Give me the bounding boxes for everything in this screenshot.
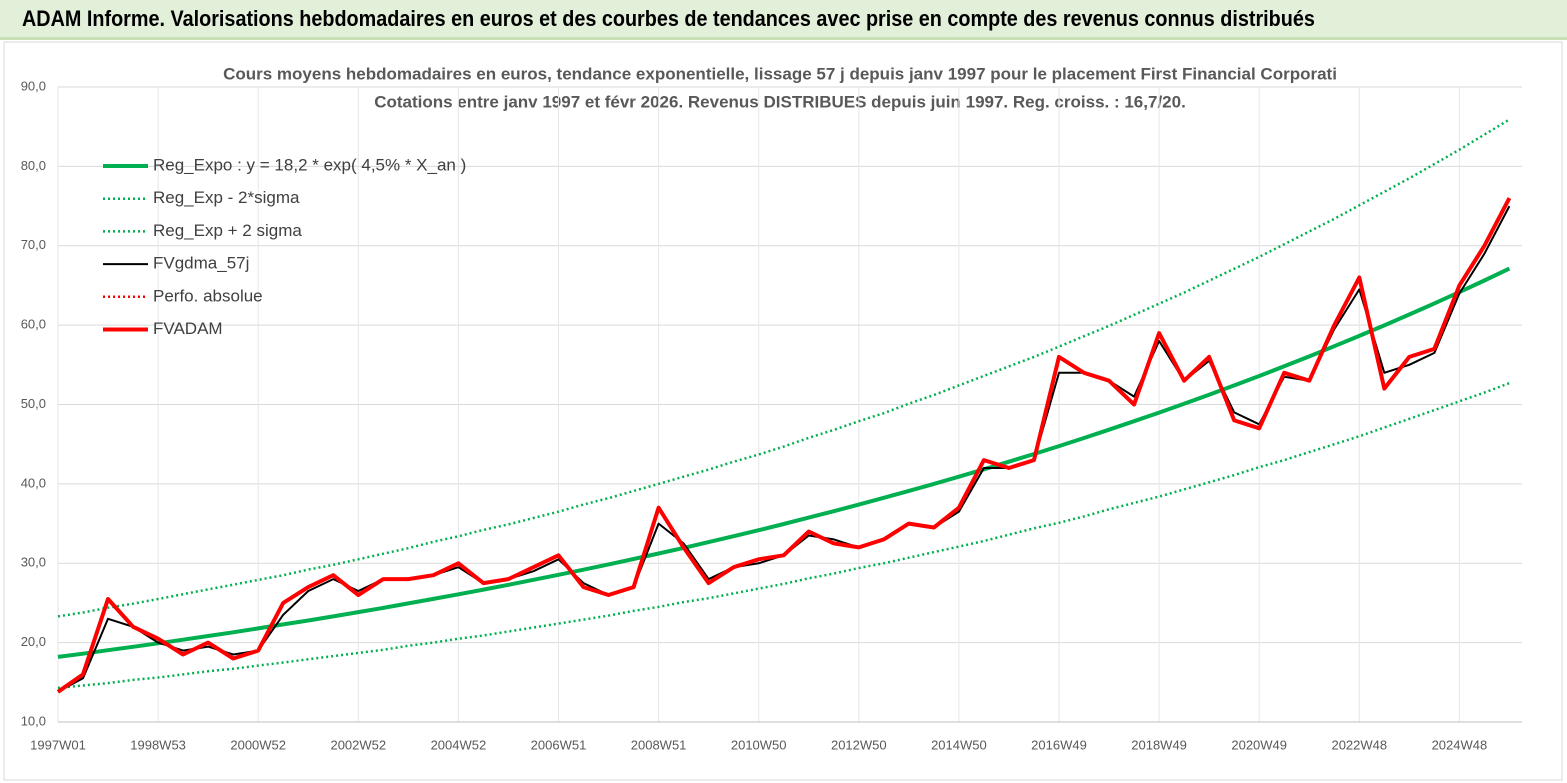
chart-subtitle: Cotations entre janv 1997 et févr 2026. … bbox=[374, 92, 1186, 111]
x-tick-label: 2024W48 bbox=[1432, 737, 1488, 752]
legend-label: FVADAM bbox=[153, 319, 223, 338]
x-tick-label: 2006W51 bbox=[531, 737, 587, 752]
x-tick-label: 1997W01 bbox=[30, 737, 86, 752]
y-tick-label: 30,0 bbox=[21, 555, 46, 570]
x-tick-label: 2022W48 bbox=[1331, 737, 1387, 752]
y-tick-label: 80,0 bbox=[21, 158, 46, 173]
chart-title: Cours moyens hebdomadaires en euros, ten… bbox=[223, 64, 1337, 83]
y-tick-label: 10,0 bbox=[21, 713, 46, 728]
legend-label: FVgdma_57j bbox=[153, 254, 249, 273]
legend-label: Reg_Expo : y = 18,2 * exp( 4,5% * X_an ) bbox=[153, 155, 466, 174]
header: ADAM Informe. Valorisations hebdomadaire… bbox=[0, 0, 1567, 40]
legend-label: Reg_Exp - 2*sigma bbox=[153, 188, 300, 207]
x-tick-label: 1998W53 bbox=[130, 737, 186, 752]
x-tick-label: 2000W52 bbox=[230, 737, 286, 752]
x-tick-label: 2018W49 bbox=[1131, 737, 1187, 752]
y-tick-label: 70,0 bbox=[21, 237, 46, 252]
chart: Cours moyens hebdomadaires en euros, ten… bbox=[3, 41, 1563, 781]
header-title: ADAM Informe. Valorisations hebdomadaire… bbox=[22, 6, 1315, 31]
x-tick-label: 2008W51 bbox=[631, 737, 687, 752]
x-tick-label: 2010W50 bbox=[731, 737, 787, 752]
legend-label: Perfo. absolue bbox=[153, 286, 263, 305]
x-tick-label: 2002W52 bbox=[330, 737, 386, 752]
y-tick-label: 60,0 bbox=[21, 317, 46, 332]
series-line bbox=[57, 118, 1511, 618]
x-tick-label: 2020W49 bbox=[1231, 737, 1287, 752]
chart-frame bbox=[3, 41, 1563, 781]
series-line bbox=[57, 381, 1510, 690]
x-tick-label: 2014W50 bbox=[931, 737, 987, 752]
series-line bbox=[57, 266, 1511, 659]
y-tick-label: 20,0 bbox=[21, 634, 46, 649]
x-tick-label: 2016W49 bbox=[1031, 737, 1087, 752]
x-tick-label: 2004W52 bbox=[431, 737, 487, 752]
y-tick-label: 90,0 bbox=[21, 78, 46, 93]
series-line bbox=[56, 197, 1512, 694]
y-tick-label: 40,0 bbox=[21, 475, 46, 490]
y-tick-label: 50,0 bbox=[21, 396, 46, 411]
x-tick-label: 2012W50 bbox=[831, 737, 887, 752]
legend-label: Reg_Exp + 2 sigma bbox=[153, 221, 302, 240]
